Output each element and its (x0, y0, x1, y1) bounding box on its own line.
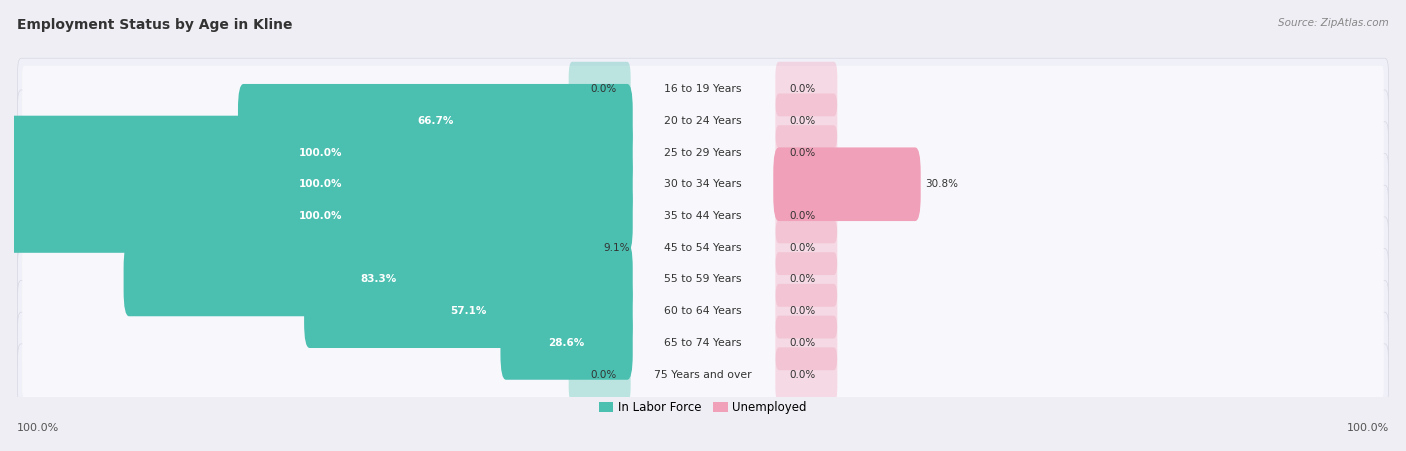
Text: Source: ZipAtlas.com: Source: ZipAtlas.com (1278, 18, 1389, 28)
FancyBboxPatch shape (22, 225, 1384, 271)
Text: 65 to 74 Years: 65 to 74 Years (664, 338, 742, 348)
FancyBboxPatch shape (775, 221, 838, 275)
FancyBboxPatch shape (775, 284, 838, 339)
Text: Employment Status by Age in Kline: Employment Status by Age in Kline (17, 18, 292, 32)
Text: 0.0%: 0.0% (789, 338, 815, 348)
Text: 0.0%: 0.0% (789, 243, 815, 253)
Text: 0.0%: 0.0% (591, 370, 617, 380)
Text: 0.0%: 0.0% (789, 306, 815, 316)
FancyBboxPatch shape (775, 316, 838, 370)
FancyBboxPatch shape (17, 122, 1389, 183)
Text: 0.0%: 0.0% (591, 84, 617, 94)
FancyBboxPatch shape (22, 351, 1384, 398)
FancyBboxPatch shape (17, 312, 1389, 374)
Text: 20 to 24 Years: 20 to 24 Years (664, 116, 742, 126)
FancyBboxPatch shape (17, 249, 1389, 310)
Text: 57.1%: 57.1% (450, 306, 486, 316)
Text: 9.1%: 9.1% (603, 243, 630, 253)
Text: 100.0%: 100.0% (299, 179, 343, 189)
FancyBboxPatch shape (775, 125, 838, 180)
Text: 35 to 44 Years: 35 to 44 Years (664, 211, 742, 221)
FancyBboxPatch shape (775, 93, 838, 148)
Text: 100.0%: 100.0% (17, 423, 59, 433)
FancyBboxPatch shape (17, 281, 1389, 342)
FancyBboxPatch shape (22, 161, 1384, 207)
FancyBboxPatch shape (501, 306, 633, 380)
FancyBboxPatch shape (568, 347, 631, 402)
FancyBboxPatch shape (17, 185, 1389, 247)
FancyBboxPatch shape (238, 84, 633, 157)
FancyBboxPatch shape (22, 320, 1384, 366)
Text: 55 to 59 Years: 55 to 59 Years (664, 275, 742, 285)
FancyBboxPatch shape (22, 97, 1384, 144)
FancyBboxPatch shape (773, 147, 921, 221)
Text: 16 to 19 Years: 16 to 19 Years (664, 84, 742, 94)
Text: 66.7%: 66.7% (418, 116, 454, 126)
FancyBboxPatch shape (17, 58, 1389, 120)
FancyBboxPatch shape (775, 347, 838, 402)
FancyBboxPatch shape (17, 344, 1389, 405)
FancyBboxPatch shape (124, 243, 633, 316)
Text: 30 to 34 Years: 30 to 34 Years (664, 179, 742, 189)
FancyBboxPatch shape (22, 129, 1384, 176)
Text: 0.0%: 0.0% (789, 370, 815, 380)
FancyBboxPatch shape (8, 179, 633, 253)
FancyBboxPatch shape (22, 193, 1384, 239)
Text: 100.0%: 100.0% (299, 147, 343, 157)
FancyBboxPatch shape (22, 66, 1384, 112)
Text: 83.3%: 83.3% (360, 275, 396, 285)
Text: 0.0%: 0.0% (789, 147, 815, 157)
FancyBboxPatch shape (775, 252, 838, 307)
FancyBboxPatch shape (775, 62, 838, 116)
Text: 100.0%: 100.0% (1347, 423, 1389, 433)
Text: 0.0%: 0.0% (789, 84, 815, 94)
FancyBboxPatch shape (17, 90, 1389, 152)
Text: 75 Years and over: 75 Years and over (654, 370, 752, 380)
FancyBboxPatch shape (775, 189, 838, 243)
Text: 0.0%: 0.0% (789, 275, 815, 285)
Text: 30.8%: 30.8% (925, 179, 959, 189)
Text: 0.0%: 0.0% (789, 211, 815, 221)
FancyBboxPatch shape (8, 147, 633, 221)
Text: 28.6%: 28.6% (548, 338, 585, 348)
Text: 45 to 54 Years: 45 to 54 Years (664, 243, 742, 253)
FancyBboxPatch shape (22, 288, 1384, 334)
FancyBboxPatch shape (17, 217, 1389, 279)
FancyBboxPatch shape (22, 256, 1384, 303)
Text: 25 to 29 Years: 25 to 29 Years (664, 147, 742, 157)
Text: 100.0%: 100.0% (299, 211, 343, 221)
Text: 60 to 64 Years: 60 to 64 Years (664, 306, 742, 316)
Text: 0.0%: 0.0% (789, 116, 815, 126)
FancyBboxPatch shape (304, 274, 633, 348)
FancyBboxPatch shape (17, 153, 1389, 215)
FancyBboxPatch shape (8, 116, 633, 189)
Legend: In Labor Force, Unemployed: In Labor Force, Unemployed (595, 396, 811, 419)
FancyBboxPatch shape (568, 62, 631, 116)
